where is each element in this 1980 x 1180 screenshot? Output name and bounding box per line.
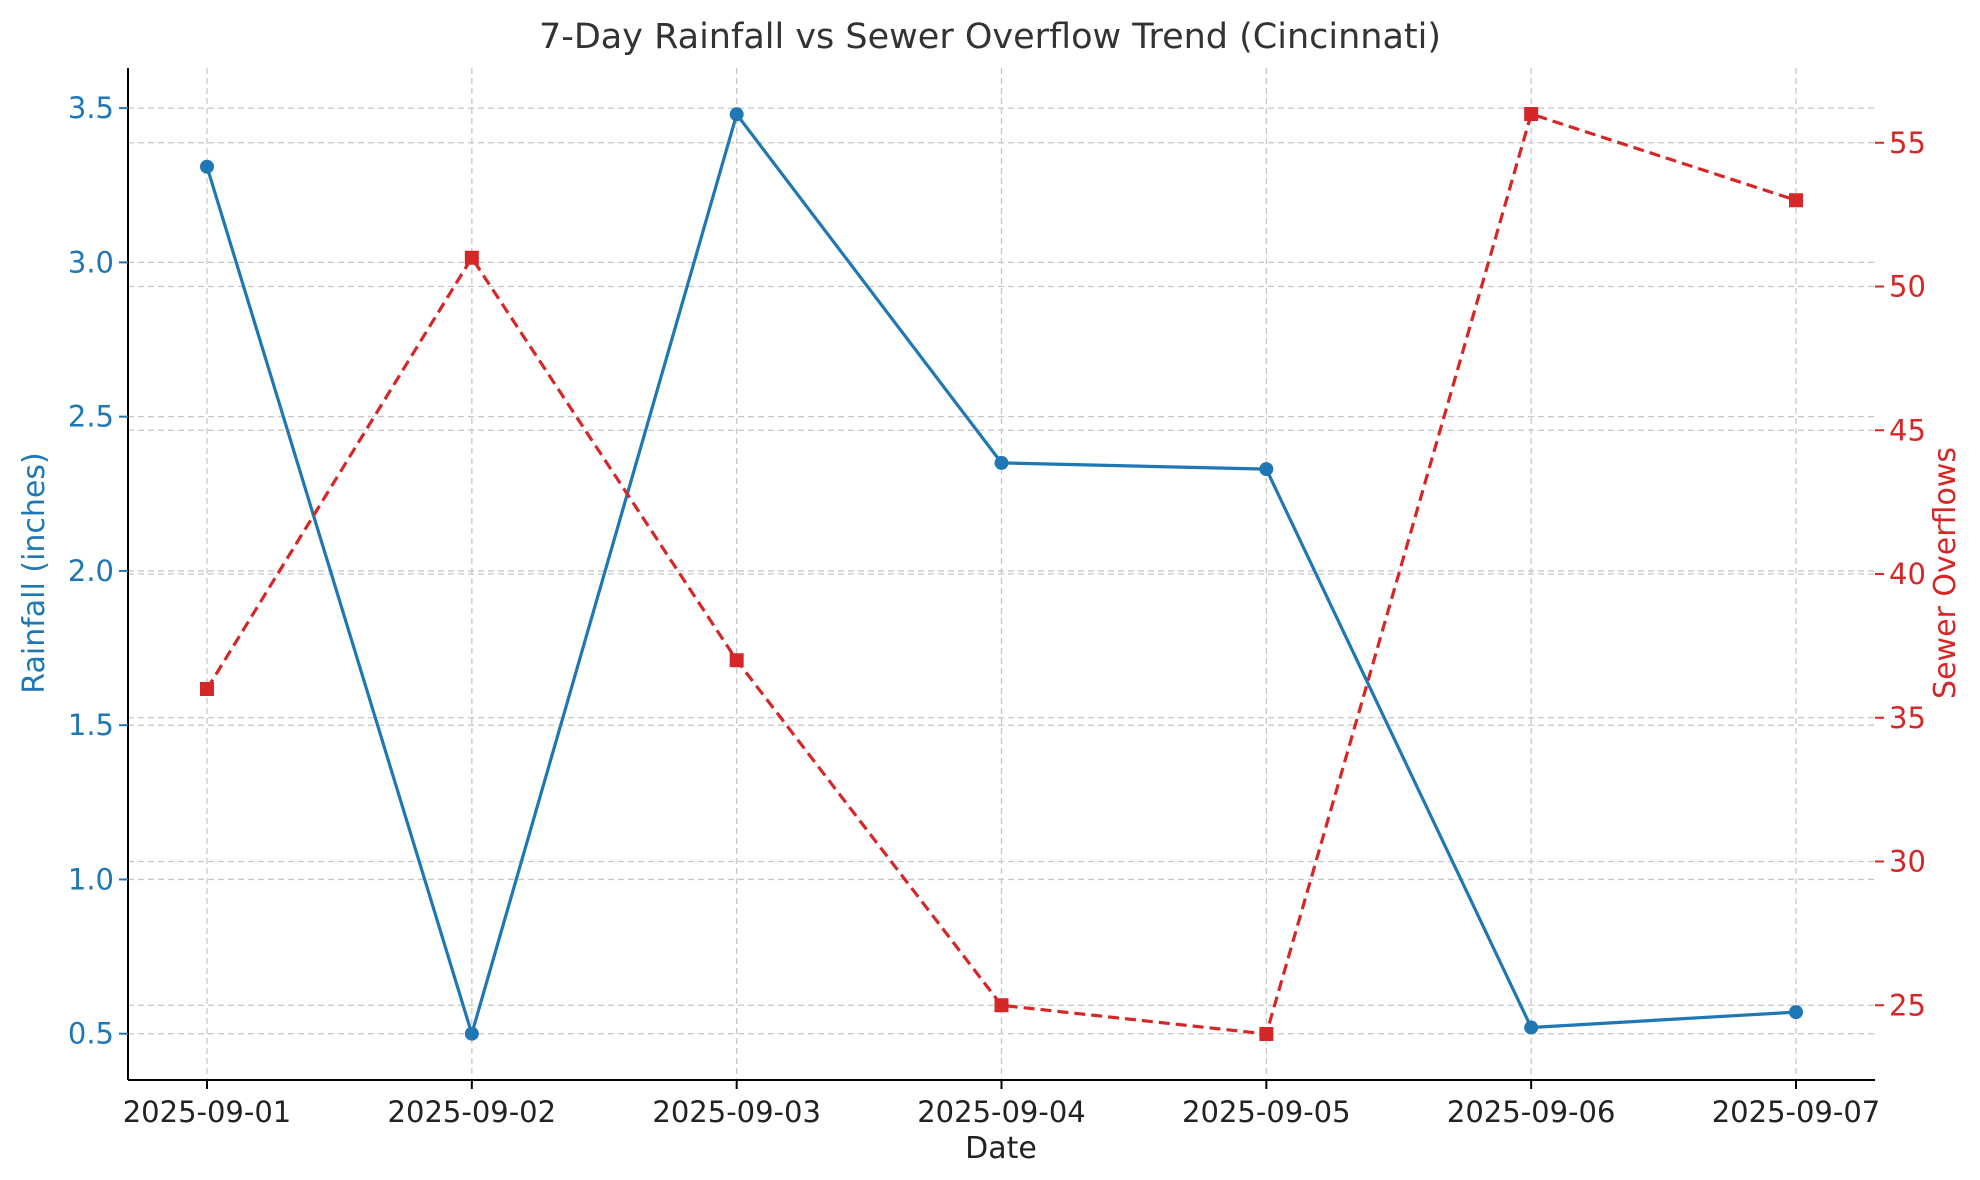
rainfall-point [1789,1005,1803,1020]
x-tick-label: 2025-09-01 [123,1095,292,1129]
axes-layer: 2025-09-01 2025-09-02 2025-09-03 2025-09-04… [68,68,1926,1129]
x-tick-label: 2025-09-04 [917,1095,1086,1129]
y-left-tick-label: 2.0 [68,554,114,588]
y-right-tick-label: 45 [1889,413,1926,447]
y-right-tick-label: 50 [1889,270,1926,304]
y-left-tick-label: 2.5 [68,400,114,434]
x-tick-label: 2025-09-07 [1712,1095,1881,1129]
y-right-tick-label: 30 [1889,845,1926,879]
sewer-overflows-point [1789,193,1803,208]
y-right-tick-label: 25 [1889,988,1926,1022]
sewer-overflows-point [1259,1027,1274,1041]
y-right-tick-label: 55 [1889,126,1926,160]
rainfall-point [200,159,214,174]
series-layer [200,107,1803,1041]
y-left-tick-label: 3.5 [68,91,114,125]
rainfall-point [464,1026,479,1041]
chart-title: 7-Day Rainfall vs Sewer Overflow Trend (… [539,17,1441,57]
y-right-tick-label: 35 [1889,701,1926,735]
sewer-overflows-point [1524,107,1539,121]
rainfall-point [1524,1020,1539,1035]
y-left-tick-label: 0.5 [68,1017,114,1051]
sewer-overflows-point [200,682,214,696]
y-right-tick-label: 40 [1889,557,1926,591]
x-tick-label: 2025-09-03 [652,1095,821,1129]
x-tick-label: 2025-09-06 [1447,1095,1616,1129]
rainfall-point [994,455,1009,470]
y-axis-left-label: Rainfall (inches) [17,452,52,693]
rainfall-point [1259,462,1274,477]
sewer-overflows-point [729,653,744,668]
grid-layer [128,68,1875,1080]
sewer-overflows-point [994,998,1009,1013]
x-tick-label: 2025-09-02 [388,1095,557,1129]
y-left-tick-label: 1.0 [68,862,114,896]
rainfall-point [729,107,744,122]
sewer-overflows-point [464,250,479,265]
x-axis-label: Date [965,1131,1037,1166]
x-tick-label: 2025-09-05 [1182,1095,1351,1129]
y-left-tick-label: 1.5 [68,708,114,742]
y-left-tick-label: 3.0 [68,245,114,279]
y-axis-right-label: Sewer Overflows [1928,447,1963,699]
